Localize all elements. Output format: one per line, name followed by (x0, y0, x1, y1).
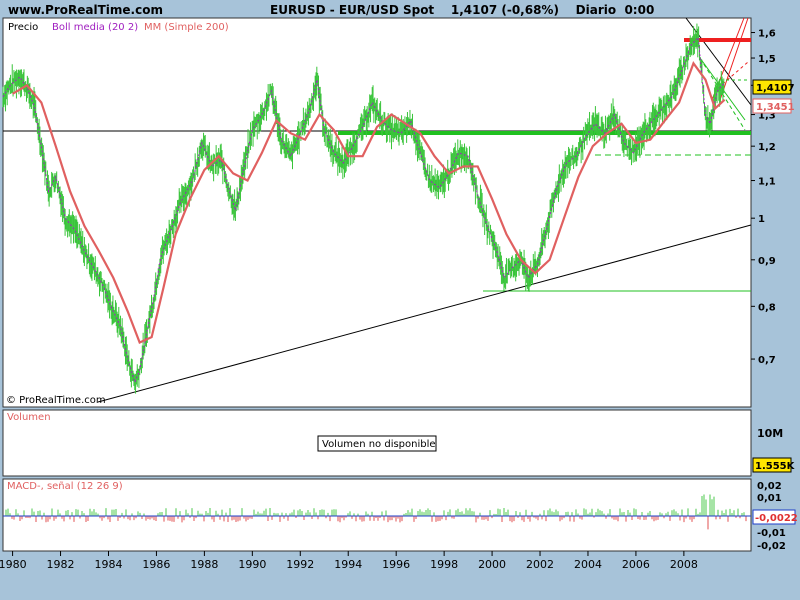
svg-text:0,02: 0,02 (757, 481, 782, 492)
y-tick-label: 1,6 (758, 29, 776, 40)
y-tick-label: 0,8 (758, 302, 776, 313)
y-tick-label: 0,7 (758, 355, 776, 366)
x-tick-label: 1982 (47, 558, 75, 571)
price-axis: 1,61,51,41,31,21,110,90,80,7 (751, 29, 776, 366)
volume-badge (752, 457, 792, 473)
last-price-badge (752, 79, 792, 95)
price-panel (2, 17, 752, 408)
ma-badge-text: 1,3451 (756, 102, 795, 113)
x-tick-label: 1990 (238, 558, 266, 571)
last-price-text: 1,4107 (756, 83, 795, 94)
channel-line-2[interactable] (719, 17, 749, 101)
y-tick-label: 1,2 (758, 142, 776, 153)
x-tick-label: 1994 (334, 558, 362, 571)
y-tick-label: 0,9 (758, 256, 776, 267)
x-tick-label: 1988 (190, 558, 218, 571)
boll-legend: Boll media (20 2) (52, 22, 138, 33)
x-tick-label: 1996 (382, 558, 410, 571)
volume-label: Volumen (7, 412, 51, 423)
y-tick-label: 1,3 (758, 111, 776, 122)
x-tick-label: 2002 (526, 558, 554, 571)
x-tick-label: 1992 (286, 558, 314, 571)
price-panel-label: Precio (8, 22, 38, 33)
macd-axis: 0,02 0,01 -0,01 -0,02 (757, 481, 786, 552)
series-layer (2, 23, 726, 394)
brand-label[interactable]: www.ProRealTime.com (8, 3, 163, 17)
volume-message-box (317, 435, 437, 452)
volume-message: Volumen no disponible (322, 439, 436, 450)
y-tick-label: 1 (758, 214, 765, 225)
time-axis: 1980 1982 1984 1986 1988 1990 1992 1994 1996 1998… (0, 551, 698, 571)
instrument-title: EURUSD - EUR/USD Spot 1,4107 (-0,68%) Di… (270, 3, 655, 17)
volume-axis-label: 10M (757, 427, 783, 440)
x-tick-label: 1998 (430, 558, 458, 571)
y-tick-label: 1,1 (758, 177, 776, 188)
ma200-line (12, 61, 726, 344)
x-tick-label: 2004 (574, 558, 602, 571)
bollinger-middle-line (2, 36, 726, 384)
x-tick-label: 1980 (0, 558, 27, 571)
x-tick-label: 2000 (478, 558, 506, 571)
svg-text:-0,02: -0,02 (757, 541, 786, 552)
x-tick-label: 1986 (142, 558, 170, 571)
volume-badge-text: 1.555K (755, 461, 796, 472)
x-tick-label: 2008 (670, 558, 698, 571)
ma-badge (752, 98, 792, 114)
watermark: © ProRealTime.com (6, 395, 106, 406)
svg-text:-0,01: -0,01 (757, 528, 786, 539)
svg-text:0,01: 0,01 (757, 493, 782, 504)
macd-badge (752, 509, 796, 525)
long-trendline[interactable] (97, 224, 752, 403)
macd-badge-text: -0,0022 (755, 513, 798, 524)
x-tick-label: 2006 (622, 558, 650, 571)
x-tick-label: 1984 (94, 558, 122, 571)
ma-legend: MM (Simple 200) (144, 22, 229, 33)
macd-panel (2, 478, 752, 552)
chart-header: www.ProRealTime.com EURUSD - EUR/USD Spo… (0, 0, 800, 18)
macd-label: MACD-, señal (12 26 9) (7, 481, 123, 492)
y-tick-label: 1,5 (758, 54, 776, 65)
